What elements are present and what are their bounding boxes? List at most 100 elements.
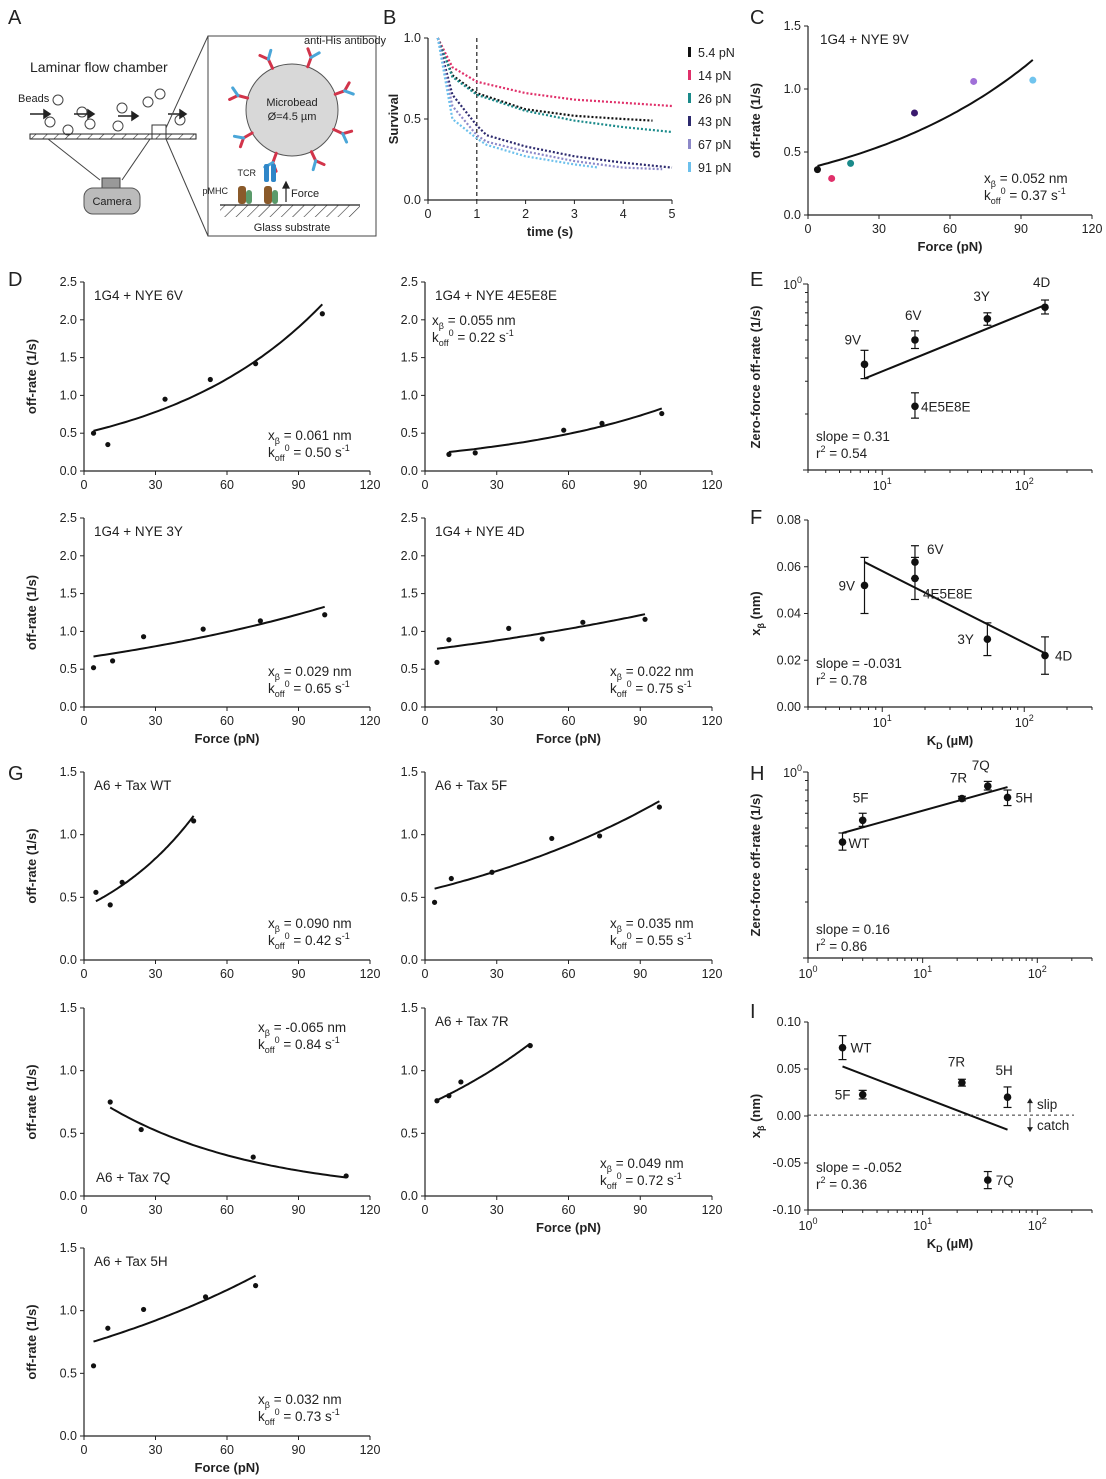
chart-title: A6 + Tax WT <box>94 778 171 793</box>
x-tick-label: 0 <box>422 1203 429 1217</box>
beta-subscript: β <box>991 179 996 189</box>
x-tick-label: 30 <box>149 714 163 728</box>
koff-annotation: koff0 = 0.50 s-1 <box>268 443 350 463</box>
inverse-superscript: -1 <box>1058 186 1066 196</box>
data-point <box>105 441 111 448</box>
y-tick-label: 0.0 <box>60 464 77 478</box>
r2-text: r2 = 0.78 <box>816 671 867 688</box>
force-arrow <box>282 180 290 202</box>
data-point <box>1003 1093 1012 1101</box>
panel-letters: A B C D E F G H I <box>8 7 764 1023</box>
xbeta-annotation: xβ = 0.032 nm <box>258 1392 342 1410</box>
legend-label: 91 pN <box>698 161 731 175</box>
chart-title: A6 + Tax 5F <box>435 778 507 793</box>
data-point <box>983 635 992 644</box>
data-point <box>642 616 648 622</box>
k-symbol: k <box>268 933 275 948</box>
chart-title: A6 + Tax 5H <box>94 1254 168 1269</box>
data-point <box>847 159 855 167</box>
data-point <box>105 1325 111 1331</box>
data-point <box>253 1283 259 1289</box>
koff-annotation: koff0 = 0.72 s-1 <box>600 1171 682 1191</box>
off-subscript: off <box>275 941 285 951</box>
fit-curve <box>95 815 195 903</box>
x-tick-label: 102 <box>1028 1216 1047 1233</box>
panel-letter-f: F <box>750 507 762 529</box>
data-point <box>659 410 665 417</box>
chart-g5: 0 30 60 90 120 0.0 0.5 1.0 1.5 Force (pN) off-rate… <box>24 1241 380 1475</box>
tick-base: 10 <box>913 967 927 981</box>
chamber-label: Laminar flow chamber <box>30 59 168 75</box>
x-tick-label: 90 <box>292 714 306 728</box>
y-tick-label: 0.0 <box>401 953 418 967</box>
off-subscript: off <box>617 941 627 951</box>
tick-base: 10 <box>783 278 797 292</box>
y-tick-label: 0.0 <box>60 700 77 714</box>
r2-value: = 0.78 <box>826 673 868 688</box>
x-axis-label: Force (pN) <box>536 731 601 746</box>
off-subscript: off <box>275 453 285 463</box>
point-label: 4D <box>1055 649 1073 664</box>
slope-text: slope = 0.16 <box>816 922 890 937</box>
xbeta-value: = 0.090 nm <box>280 916 352 931</box>
data-point <box>200 626 206 632</box>
x-axis-label: Force (pN) <box>918 239 983 254</box>
inverse-superscript: -1 <box>506 328 514 338</box>
data-point <box>107 1099 113 1105</box>
inverse-superscript: -1 <box>674 1171 682 1181</box>
legend-swatch <box>688 116 691 126</box>
k-symbol: k <box>610 933 617 948</box>
x-tick-label: 120 <box>1082 222 1103 236</box>
koff-value: = 0.84 s <box>280 1037 332 1052</box>
koff-value: = 0.72 s <box>622 1173 674 1188</box>
x-tick-label: 120 <box>360 967 381 981</box>
xbeta-value: = 0.052 nm <box>996 171 1068 186</box>
chart-g3: 0 30 60 90 120 0.0 0.5 1.0 1.5 off-rate (1/s) A6 +… <box>24 1001 380 1217</box>
data-point <box>1003 793 1012 802</box>
off-subscript: off <box>617 689 627 699</box>
legend-swatch <box>688 139 691 149</box>
regression-line <box>842 786 1008 834</box>
data-point <box>250 1154 256 1160</box>
x-tick-label: 90 <box>633 1203 647 1217</box>
x-tick-label: 0 <box>81 478 88 492</box>
x-symbol: x <box>610 916 617 931</box>
series-line <box>436 37 673 169</box>
data-point <box>1029 76 1037 84</box>
x-tick-label: 102 <box>1015 713 1034 730</box>
data-point <box>431 899 438 905</box>
data-point <box>580 619 586 625</box>
x-tick-label: 2 <box>522 207 529 221</box>
beta-subscript: β <box>275 436 280 446</box>
xbeta-annotation: xβ = 0.049 nm <box>600 1156 684 1174</box>
data-point <box>858 1090 867 1099</box>
x-tick-label: 60 <box>220 478 234 492</box>
point-label: 9V <box>839 578 856 593</box>
data-point <box>911 336 919 344</box>
x-tick-label: 60 <box>220 967 234 981</box>
data-point <box>257 618 263 624</box>
zero-superscript: 0 <box>627 679 632 689</box>
data-point <box>1041 303 1049 312</box>
slip-arrowhead <box>1027 1098 1033 1104</box>
r-exponent: 2 <box>821 444 826 454</box>
data-point <box>970 77 978 85</box>
point-label: 5H <box>1016 790 1033 805</box>
fit-curve <box>436 1042 531 1102</box>
k-symbol: k <box>268 681 275 696</box>
x-symbol: x <box>600 1156 607 1171</box>
data-point <box>162 396 168 402</box>
k-subscript: D <box>936 1244 943 1254</box>
data-point <box>90 430 97 436</box>
legend-swatch <box>688 47 691 57</box>
r-symbol: r <box>816 673 821 688</box>
y-tick-label: 0.0 <box>784 208 801 222</box>
y-unit: (nm) <box>748 1094 763 1126</box>
fit-curve <box>434 800 660 890</box>
y-axis-label: Survival <box>386 94 401 145</box>
x-tick-label: 60 <box>220 1203 234 1217</box>
data-point <box>140 634 147 640</box>
r2-text: r2 = 0.36 <box>816 1175 867 1192</box>
y-tick-label: 2.0 <box>401 313 418 327</box>
y-unit: (nm) <box>748 591 763 623</box>
